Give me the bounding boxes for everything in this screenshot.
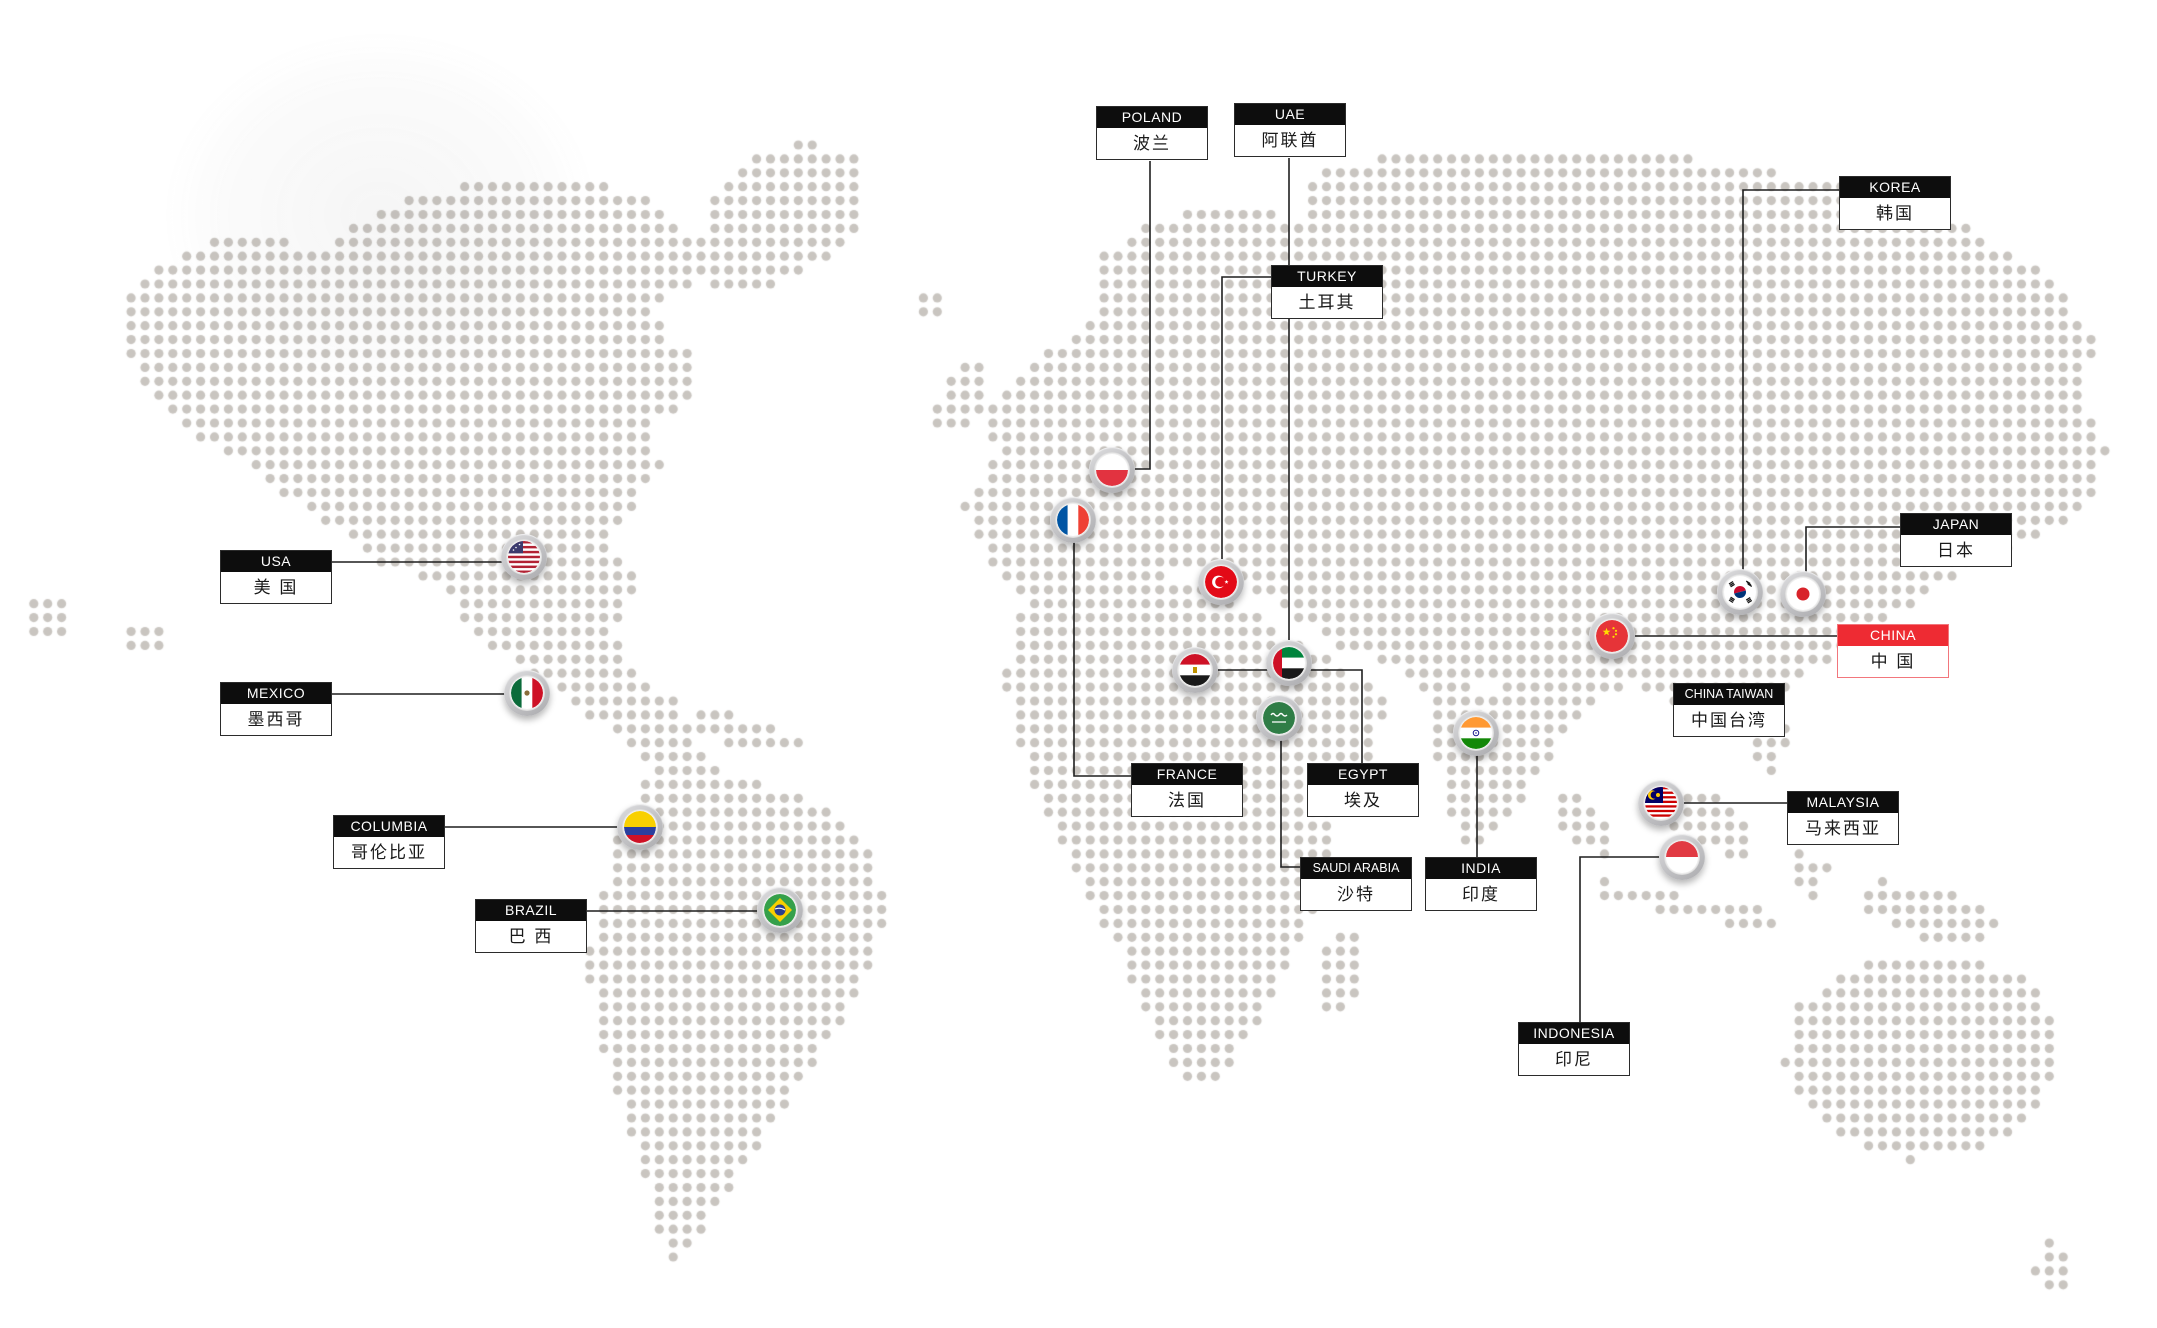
pin-malaysia-flag-icon[interactable] xyxy=(1638,780,1684,826)
pin-ring xyxy=(622,809,658,845)
country-name-en: CHINA xyxy=(1838,625,1948,646)
pin-ring xyxy=(1785,576,1821,612)
country-name-zh: 印度 xyxy=(1462,885,1500,904)
country-name-zh: 哥伦比亚 xyxy=(351,843,427,862)
connector-poland xyxy=(1133,161,1151,470)
country-name-zh: 日本 xyxy=(1937,541,1975,560)
country-label-indonesia: INDONESIA 印尼 xyxy=(1518,1022,1630,1076)
pin-egypt-flag-icon[interactable] xyxy=(1172,647,1218,693)
pin-india-flag-icon[interactable] xyxy=(1453,710,1499,756)
faint-watermark-blob xyxy=(90,0,670,460)
country-label-korea: KOREA 韩国 xyxy=(1839,176,1951,230)
country-name-zh: 中 国 xyxy=(1870,652,1916,671)
pin-ring xyxy=(1722,574,1758,610)
connector-egypt xyxy=(1217,669,1363,763)
country-label-poland: POLAND 波兰 xyxy=(1096,106,1208,160)
country-label-mexico: MEXICO 墨西哥 xyxy=(220,682,332,736)
country-name-en: FRANCE xyxy=(1132,764,1242,785)
pin-ring xyxy=(1594,618,1630,654)
country-label-japan: JAPAN 日本 xyxy=(1900,513,2012,567)
country-name-en: MEXICO xyxy=(221,683,331,704)
pin-china-flag-icon[interactable] xyxy=(1589,613,1635,659)
country-name-en: INDONESIA xyxy=(1519,1023,1629,1044)
country-name-zh: 沙特 xyxy=(1337,885,1375,904)
country-name-en: SAUDI ARABIA xyxy=(1301,858,1411,879)
country-label-uae: UAE 阿联酋 xyxy=(1234,103,1346,157)
connector-turkey xyxy=(1221,276,1271,561)
country-name-en: BRAZIL xyxy=(476,900,586,921)
pin-ring xyxy=(1055,502,1091,538)
country-name-zh: 韩国 xyxy=(1876,204,1914,223)
pin-ring xyxy=(762,892,798,928)
connector-korea xyxy=(1742,189,1839,570)
country-label-malaysia: MALAYSIA 马来西亚 xyxy=(1787,791,1899,845)
country-label-egypt: EGYPT 埃及 xyxy=(1307,763,1419,817)
country-name-zh: 墨西哥 xyxy=(247,710,305,729)
country-name-en: INDIA xyxy=(1426,858,1536,879)
country-name-zh: 中国台湾 xyxy=(1691,711,1767,730)
connector-japan xyxy=(1805,526,1900,572)
country-label-usa: USA 美 国 xyxy=(220,550,332,604)
country-name-zh: 埃及 xyxy=(1344,791,1382,810)
pin-france-flag-icon[interactable] xyxy=(1050,497,1096,543)
country-name-zh: 法国 xyxy=(1168,791,1206,810)
country-label-china: CHINA 中 国 xyxy=(1837,624,1949,678)
country-label-france: FRANCE 法国 xyxy=(1131,763,1243,817)
pin-ring xyxy=(506,539,542,575)
pin-saudi-arabia-flag-icon[interactable] xyxy=(1256,695,1302,741)
country-name-zh: 马来西亚 xyxy=(1805,819,1881,838)
country-name-zh: 土耳其 xyxy=(1298,293,1356,312)
country-name-en: TURKEY xyxy=(1272,266,1382,287)
country-label-brazil: BRAZIL 巴 西 xyxy=(475,899,587,953)
pin-ring xyxy=(509,675,545,711)
connector-saudi-arabia xyxy=(1280,740,1300,868)
pin-korea-flag-icon[interactable] xyxy=(1717,569,1763,615)
pin-ring xyxy=(1458,715,1494,751)
country-name-en: KOREA xyxy=(1840,177,1950,198)
country-name-zh: 巴 西 xyxy=(508,927,554,946)
pin-usa-flag-icon[interactable] xyxy=(501,534,547,580)
country-name-en: UAE xyxy=(1235,104,1345,125)
pin-mexico-flag-icon[interactable] xyxy=(504,670,550,716)
pin-ring xyxy=(1664,839,1700,875)
country-name-zh: 印尼 xyxy=(1555,1050,1593,1069)
country-name-en: EGYPT xyxy=(1308,764,1418,785)
pin-ring xyxy=(1094,452,1130,488)
pin-indonesia-flag-icon[interactable] xyxy=(1659,834,1705,880)
country-label-turkey: TURKEY 土耳其 xyxy=(1271,265,1383,319)
country-name-en: JAPAN xyxy=(1901,514,2011,535)
country-name-en: POLAND xyxy=(1097,107,1207,128)
connector-france xyxy=(1073,542,1131,777)
pin-ring xyxy=(1643,785,1679,821)
country-name-zh: 美 国 xyxy=(253,578,299,597)
pin-uae-flag-icon[interactable] xyxy=(1266,640,1312,686)
country-name-zh: 波兰 xyxy=(1133,134,1171,153)
country-name-en: COLUMBIA xyxy=(334,816,444,837)
country-name-en: CHINA TAIWAN xyxy=(1674,684,1784,705)
pin-japan-flag-icon[interactable] xyxy=(1780,571,1826,617)
pin-columbia-flag-icon[interactable] xyxy=(617,804,663,850)
country-label-columbia: COLUMBIA 哥伦比亚 xyxy=(333,815,445,869)
pin-poland-flag-icon[interactable] xyxy=(1089,447,1135,493)
country-name-en: USA xyxy=(221,551,331,572)
pin-ring xyxy=(1261,700,1297,736)
pin-turkey-flag-icon[interactable] xyxy=(1198,559,1244,605)
pin-brazil-flag-icon[interactable] xyxy=(757,887,803,933)
country-label-saudi-arabia: SAUDI ARABIA 沙特 xyxy=(1300,857,1412,911)
pin-ring xyxy=(1203,564,1239,600)
country-label-china-taiwan: CHINA TAIWAN 中国台湾 xyxy=(1673,683,1785,737)
country-name-zh: 阿联酋 xyxy=(1261,131,1319,150)
connector-indonesia xyxy=(1579,856,1660,1022)
pin-ring xyxy=(1271,645,1307,681)
country-name-en: MALAYSIA xyxy=(1788,792,1898,813)
country-label-india: INDIA 印度 xyxy=(1425,857,1537,911)
pin-ring xyxy=(1177,652,1213,688)
